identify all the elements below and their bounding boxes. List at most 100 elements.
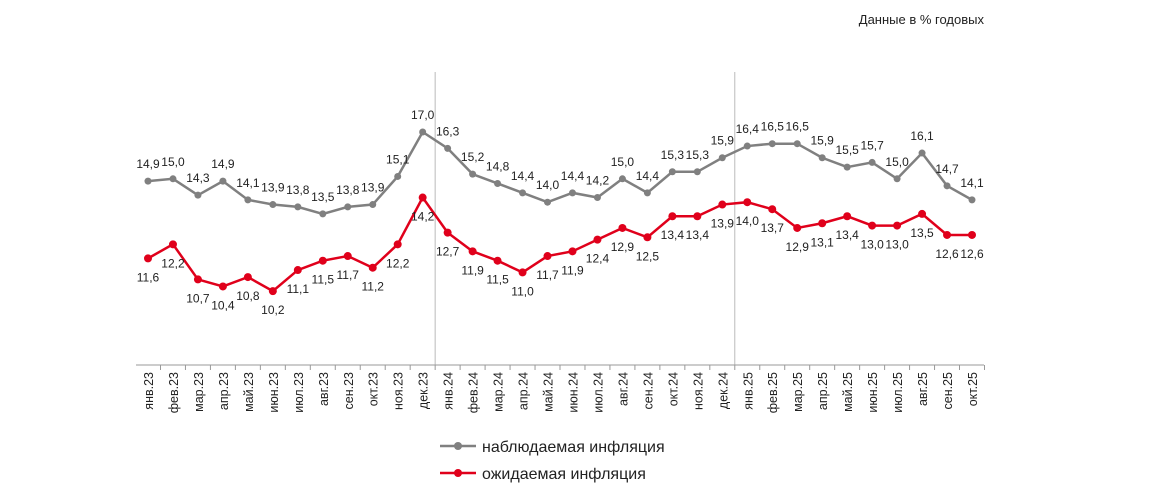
data-label: 14,9 (136, 157, 160, 171)
data-label: 11,0 (511, 284, 534, 298)
data-label: 14,9 (211, 157, 235, 171)
data-label: 13,7 (761, 221, 785, 235)
legend-item: наблюдаемая инфляция (440, 439, 665, 456)
data-point (393, 240, 402, 249)
data-point (343, 252, 352, 261)
x-tick-label: янв.25 (741, 372, 755, 410)
x-tick-label: авг.24 (616, 372, 630, 406)
x-tick-label: апр.23 (217, 372, 231, 410)
data-label: 14,3 (186, 171, 210, 185)
data-point (568, 247, 577, 256)
data-point (793, 140, 801, 148)
data-point (793, 223, 802, 232)
x-tick-label: ноя.23 (392, 372, 406, 410)
data-label: 13,5 (311, 190, 335, 204)
data-label: 13,4 (686, 228, 710, 242)
data-point (318, 256, 327, 265)
data-point (418, 193, 427, 202)
data-label: 12,2 (386, 256, 410, 270)
data-point (344, 203, 352, 211)
data-point (194, 191, 202, 199)
data-point (693, 168, 701, 176)
x-tick-label: дек.24 (716, 372, 730, 409)
data-label: 14,2 (586, 174, 610, 188)
data-point (494, 179, 502, 187)
data-point (743, 142, 751, 150)
data-point (394, 172, 402, 180)
data-label: 11,5 (486, 273, 509, 287)
data-point (968, 230, 976, 239)
data-point (144, 177, 152, 185)
data-point (568, 189, 576, 197)
data-point (443, 228, 452, 237)
x-tick-label: фев.25 (766, 372, 780, 413)
x-tick-label: янв.24 (442, 372, 456, 410)
x-tick-label: июл.25 (891, 372, 905, 413)
data-point (468, 247, 477, 256)
data-point (544, 198, 552, 206)
x-tick-label: июн.24 (566, 372, 580, 413)
data-label: 13,4 (835, 228, 859, 242)
data-point (218, 282, 227, 291)
data-point (768, 205, 777, 214)
data-point (843, 163, 851, 171)
data-point (419, 128, 427, 136)
data-label: 12,7 (436, 245, 460, 259)
data-label: 11,2 (361, 280, 384, 294)
data-label: 14,4 (561, 169, 585, 183)
legend-marker (454, 469, 462, 477)
data-point (469, 170, 477, 178)
x-tick-label: июл.24 (591, 372, 605, 413)
data-label: 10,4 (211, 298, 235, 312)
x-tick-label: май.23 (242, 372, 256, 412)
data-point (293, 266, 302, 275)
data-label: 15,5 (835, 143, 859, 157)
data-label: 15,3 (661, 148, 685, 162)
data-point (943, 230, 952, 239)
x-tick-label: апр.25 (816, 372, 830, 410)
data-point (543, 252, 552, 261)
data-point (144, 254, 152, 263)
units-note: Данные в % годовых (859, 12, 985, 27)
data-label: 13,9 (261, 181, 285, 195)
data-label: 13,1 (811, 235, 835, 249)
data-point (168, 240, 177, 249)
data-point (219, 177, 227, 185)
data-point (193, 275, 202, 284)
data-label: 16,5 (761, 120, 785, 134)
data-label: 15,0 (161, 155, 185, 169)
legend-label: наблюдаемая инфляция (482, 439, 665, 456)
x-tick-label: авг.25 (916, 372, 930, 406)
data-label: 11,1 (287, 282, 310, 296)
data-label: 15,3 (686, 148, 710, 162)
data-label: 15,0 (611, 155, 635, 169)
data-point (519, 189, 527, 197)
x-tick-label: фев.23 (167, 372, 181, 413)
data-point (943, 182, 951, 190)
data-label: 15,9 (711, 134, 735, 148)
data-point (693, 212, 702, 221)
data-label: 13,9 (361, 181, 385, 195)
x-tick-label: ноя.24 (691, 372, 705, 410)
data-label: 13,9 (711, 217, 735, 231)
data-point (843, 212, 852, 221)
x-tick-label: янв.23 (142, 372, 156, 410)
data-point (893, 175, 901, 183)
data-point (493, 256, 502, 265)
data-label: 14,2 (411, 210, 435, 224)
x-tick-label: июл.23 (292, 372, 306, 413)
data-label: 12,6 (935, 247, 959, 261)
data-point (444, 144, 452, 152)
data-label: 12,9 (611, 240, 635, 254)
data-point (643, 189, 651, 197)
data-point (918, 149, 926, 157)
data-label: 12,4 (586, 252, 610, 266)
x-tick-label: сен.24 (641, 372, 655, 410)
data-point (618, 223, 627, 232)
data-point (368, 263, 377, 272)
data-label: 13,0 (860, 238, 884, 252)
x-tick-label: дек.23 (417, 372, 431, 409)
data-point (518, 268, 527, 277)
data-label: 11,7 (536, 268, 559, 282)
